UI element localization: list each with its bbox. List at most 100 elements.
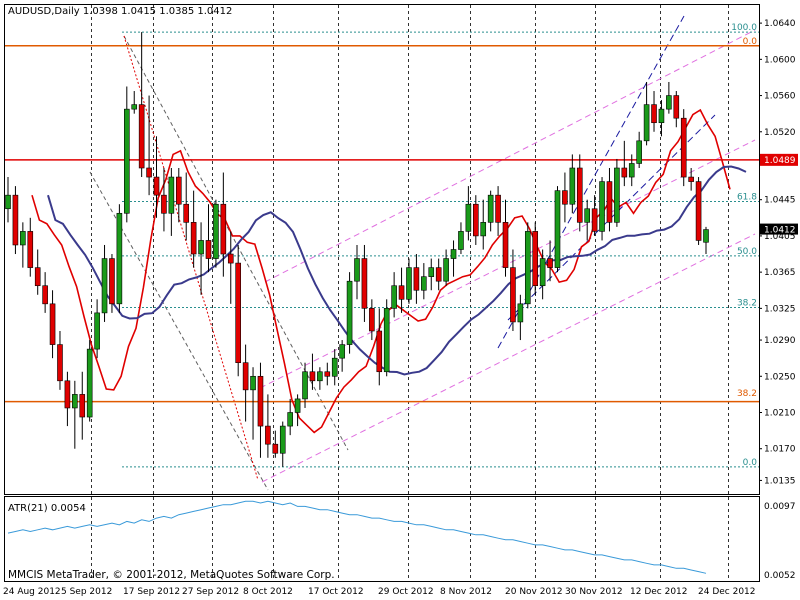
atr-tick-high: 0.0097: [764, 502, 796, 512]
price-tick-label: 1.0135: [764, 476, 796, 486]
candle-body: [161, 194, 167, 214]
candle-body: [294, 398, 301, 413]
candle-body: [510, 267, 516, 323]
candle-body: [569, 167, 576, 205]
price-tick-label: 1.0405: [764, 232, 796, 242]
price-tick-label: 1.0365: [764, 268, 796, 278]
candle-body: [227, 253, 234, 264]
candle-body: [198, 240, 204, 255]
candle-body: [49, 303, 56, 345]
candle-body: [398, 285, 405, 300]
candle-body: [383, 308, 390, 373]
candle-body: [94, 312, 100, 350]
candle-body: [695, 181, 702, 241]
fib-level-label: 38.2: [737, 389, 757, 399]
candle-body: [72, 394, 78, 409]
candle-body: [458, 231, 464, 250]
price-tick-label: 1.0170: [764, 445, 796, 455]
fib-level-label: 0.0: [743, 37, 758, 47]
candle-body: [34, 267, 41, 287]
price-axis: 1.0640 1.0600 1.0560 1.0520 1.0445 1.0405 1.03…: [759, 19, 796, 486]
candle-body: [138, 104, 145, 169]
candle-body: [591, 208, 598, 232]
price-tick-label: 1.0325: [764, 304, 796, 314]
candle-body: [190, 222, 197, 255]
candle-body: [242, 362, 249, 391]
candle-body: [317, 371, 323, 382]
ma-slow-navy: [47, 165, 747, 376]
price-tick-label: 1.0560: [764, 92, 796, 102]
price-tick-label: 1.0290: [764, 336, 796, 346]
date-tick-label: 17 Sep 2012: [123, 587, 180, 597]
candle-body: [5, 194, 11, 210]
candle-body: [257, 375, 264, 427]
candle-body: [79, 394, 86, 418]
atr-line: [7, 500, 707, 574]
date-tick-label: 27 Sep 2012: [182, 587, 239, 597]
candle-body: [688, 176, 694, 182]
candle-body: [272, 443, 279, 454]
candle-body: [465, 203, 472, 232]
candle-body: [27, 231, 34, 268]
candle-body: [309, 371, 316, 382]
level-price-tag: [760, 153, 798, 166]
candle-body: [532, 231, 539, 287]
fib-diagonal: [123, 35, 259, 481]
candle-body: [279, 425, 286, 454]
candle-body: [524, 231, 531, 305]
date-tick-label: 29 Oct 2012: [378, 587, 434, 597]
candle-body: [369, 308, 375, 332]
candle-body: [539, 258, 546, 287]
candle-body: [57, 344, 63, 382]
candle-body: [428, 267, 435, 277]
price-tick-label: 1.0640: [764, 19, 796, 29]
candle-body: [636, 140, 642, 164]
candle-body: [584, 208, 590, 223]
candle-body: [376, 330, 383, 373]
date-gridlines: [91, 5, 729, 581]
candle-body: [703, 229, 709, 243]
main-panel-frame: [4, 4, 760, 495]
candle-body: [361, 258, 368, 309]
candle-body: [205, 240, 212, 259]
candle-body: [599, 181, 605, 232]
candle-body: [658, 108, 665, 124]
candle-body: [153, 176, 160, 196]
candle-body: [621, 167, 628, 178]
atr-panel-frame: [4, 496, 760, 582]
fib-level-label: 38.2: [737, 298, 757, 308]
candle-body: [576, 167, 583, 223]
fib-level-label: 50.0: [737, 247, 757, 257]
channel-line-upper: [264, 29, 756, 283]
candle-body: [413, 267, 420, 291]
candle-body: [673, 95, 680, 119]
date-tick-label: 8 Nov 2012: [440, 587, 492, 597]
fib-level-label: 0.0: [743, 458, 758, 468]
price-tick-label: 1.0210: [764, 409, 796, 419]
candle-body: [324, 371, 331, 377]
atr-tick-low: 0.0052: [764, 571, 796, 581]
date-tick-label: 24 Dec 2012: [698, 587, 756, 597]
candle-body: [220, 203, 227, 255]
candle-body: [101, 258, 108, 314]
candle-body: [287, 412, 293, 427]
candle-body: [235, 262, 241, 363]
date-tick-label: 30 Nov 2012: [565, 587, 623, 597]
horizontal-levels: 1.0489: [5, 45, 798, 403]
candle-body: [495, 194, 501, 223]
candle-body: [614, 167, 620, 223]
candle-body: [302, 371, 308, 400]
current-price-label: 1.0412: [764, 226, 796, 236]
channel-line-lower: [261, 233, 756, 483]
candle-body: [554, 190, 561, 268]
fib-level-label: 100.0: [731, 23, 757, 33]
date-tick-label: 5 Sep 2012: [61, 587, 112, 597]
candle-body: [331, 357, 338, 377]
candle-body: [487, 194, 494, 223]
date-tick-label: 24 Aug 2012: [3, 587, 61, 597]
candle-body: [64, 380, 71, 409]
candle-body: [502, 222, 509, 268]
candle-body: [175, 176, 182, 205]
candle-body: [480, 222, 487, 237]
